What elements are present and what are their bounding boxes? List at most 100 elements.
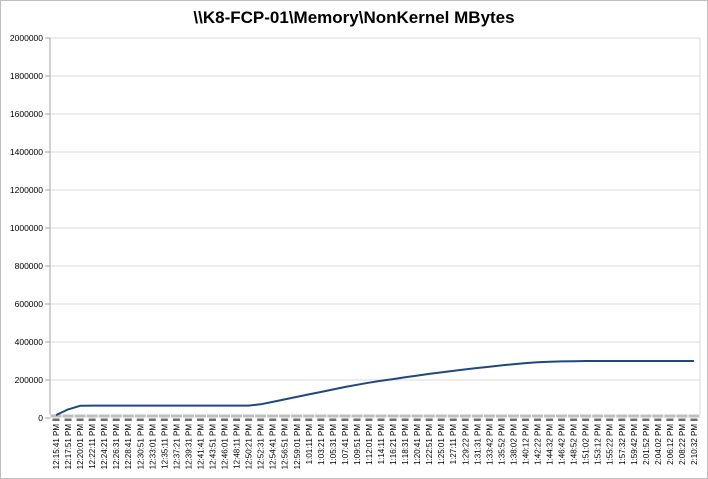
x-axis-segment-gap xyxy=(302,414,304,418)
x-axis-segment-gap xyxy=(603,414,605,418)
x-axis-tick xyxy=(425,418,433,421)
x-axis-label: 12:30:51 PM xyxy=(136,424,145,470)
x-axis-segment-gap xyxy=(266,414,268,418)
x-axis-segment-gap xyxy=(663,414,665,418)
x-axis-label: 1:07:41 PM xyxy=(341,424,350,465)
x-axis-segment-gap xyxy=(543,414,545,418)
x-axis-segment-gap xyxy=(338,414,340,418)
x-axis-label: 1:12:01 PM xyxy=(365,424,374,465)
x-axis-tick xyxy=(389,418,397,421)
x-axis-label: 12:39:31 PM xyxy=(184,424,193,470)
x-axis-segment-gap xyxy=(530,414,532,418)
x-axis-label: 1:14:11 PM xyxy=(377,424,386,465)
x-axis-label: 12:46:01 PM xyxy=(221,424,230,470)
y-axis-label: 200000 xyxy=(15,375,44,385)
x-axis-tick xyxy=(257,418,265,421)
y-axis-label: 400000 xyxy=(15,337,44,347)
x-axis-segment-gap xyxy=(326,414,328,418)
x-axis-label: 1:48:52 PM xyxy=(570,424,579,465)
x-axis-label: 12:37:21 PM xyxy=(172,424,181,470)
x-axis-label: 1:09:51 PM xyxy=(353,424,362,465)
x-axis-tick xyxy=(317,418,325,421)
x-axis-tick xyxy=(654,418,662,421)
x-axis-label: 1:38:02 PM xyxy=(509,424,518,465)
x-axis-segment-gap xyxy=(579,414,581,418)
x-axis-label: 12:22:11 PM xyxy=(88,424,97,469)
x-axis-label: 12:54:41 PM xyxy=(269,424,278,470)
x-axis-segment-gap xyxy=(242,414,244,418)
x-axis-tick xyxy=(221,418,229,421)
x-axis-label: 1:22:51 PM xyxy=(425,424,434,465)
x-axis-label: 12:35:11 PM xyxy=(160,424,169,469)
x-axis-segment-gap xyxy=(699,414,701,418)
x-axis-tick xyxy=(112,418,120,421)
x-axis-tick xyxy=(485,418,493,421)
x-axis-segment-gap xyxy=(422,414,424,418)
x-axis-label: 1:57:32 PM xyxy=(618,424,627,465)
x-axis-segment-gap xyxy=(61,414,63,418)
x-axis-label: 1:31:31 PM xyxy=(473,424,482,465)
x-axis-tick xyxy=(606,418,614,421)
x-axis-label: 1:55:22 PM xyxy=(606,424,615,465)
x-axis-label: 1:05:31 PM xyxy=(329,424,338,465)
x-axis-segment-gap xyxy=(398,414,400,418)
x-axis-label: 2:06:12 PM xyxy=(666,424,675,465)
x-axis-label: 12:41:41 PM xyxy=(196,424,205,470)
x-axis-segment-gap xyxy=(555,414,557,418)
x-axis-label: 2:08:22 PM xyxy=(678,424,687,465)
x-axis-tick xyxy=(630,418,638,421)
x-axis-segment-gap xyxy=(615,414,617,418)
x-axis-tick xyxy=(546,418,554,421)
y-axis-label: 1800000 xyxy=(10,71,43,81)
x-axis-label: 1:44:32 PM xyxy=(546,424,555,465)
x-axis-segment-gap xyxy=(362,414,364,418)
x-axis-segment-gap xyxy=(290,414,292,418)
x-axis-segment-gap xyxy=(133,414,135,418)
x-axis-tick xyxy=(690,418,698,421)
x-axis-tick xyxy=(293,418,301,421)
x-axis-label: 12:48:11 PM xyxy=(233,424,242,469)
x-axis-label: 1:20:41 PM xyxy=(413,424,422,465)
x-axis-tick xyxy=(618,418,626,421)
x-axis-tick xyxy=(594,418,602,421)
x-axis-segment-gap xyxy=(97,414,99,418)
x-axis-segment-gap xyxy=(230,414,232,418)
x-axis-tick xyxy=(233,418,241,421)
x-axis-segment-gap xyxy=(49,414,51,418)
y-axis-label: 1200000 xyxy=(10,185,43,195)
x-axis-segment-gap xyxy=(109,414,111,418)
y-axis-label: 800000 xyxy=(15,261,44,271)
x-axis-label: 1:01:11 PM xyxy=(305,424,314,465)
x-axis-tick xyxy=(461,418,469,421)
x-axis-segment-gap xyxy=(350,414,352,418)
x-axis-tick xyxy=(570,418,578,421)
x-axis-label: 12:59:01 PM xyxy=(293,424,302,470)
x-axis-label: 2:04:02 PM xyxy=(654,424,663,465)
y-axis-label: 2000000 xyxy=(10,33,43,43)
x-axis-segment-gap xyxy=(482,414,484,418)
x-axis-segment-gap xyxy=(494,414,496,418)
x-axis-tick xyxy=(100,418,108,421)
x-axis-tick xyxy=(666,418,674,421)
y-axis-label: 600000 xyxy=(15,299,44,309)
x-axis-label: 12:20:01 PM xyxy=(76,424,85,470)
x-axis-label: 12:24:21 PM xyxy=(100,424,109,470)
x-axis-label: 1:16:21 PM xyxy=(389,424,398,465)
x-axis-label: 1:18:31 PM xyxy=(401,424,410,465)
x-axis-label: 1:51:02 PM xyxy=(582,424,591,465)
x-axis-tick xyxy=(245,418,253,421)
x-axis-tick xyxy=(76,418,84,421)
x-axis-tick xyxy=(148,418,156,421)
chart-title: \\K8-FCP-01\Memory\NonKernel MBytes xyxy=(193,8,515,27)
x-axis-segment-gap xyxy=(85,414,87,418)
x-axis-label: 12:56:51 PM xyxy=(281,424,290,470)
x-axis-label: 1:42:22 PM xyxy=(534,424,543,465)
x-axis-tick xyxy=(678,418,686,421)
x-axis-tick xyxy=(196,418,204,421)
x-axis-label: 12:28:41 PM xyxy=(124,424,133,470)
y-axis-label: 1400000 xyxy=(10,147,43,157)
x-axis-segment-gap xyxy=(374,414,376,418)
x-axis-segment-gap xyxy=(651,414,653,418)
